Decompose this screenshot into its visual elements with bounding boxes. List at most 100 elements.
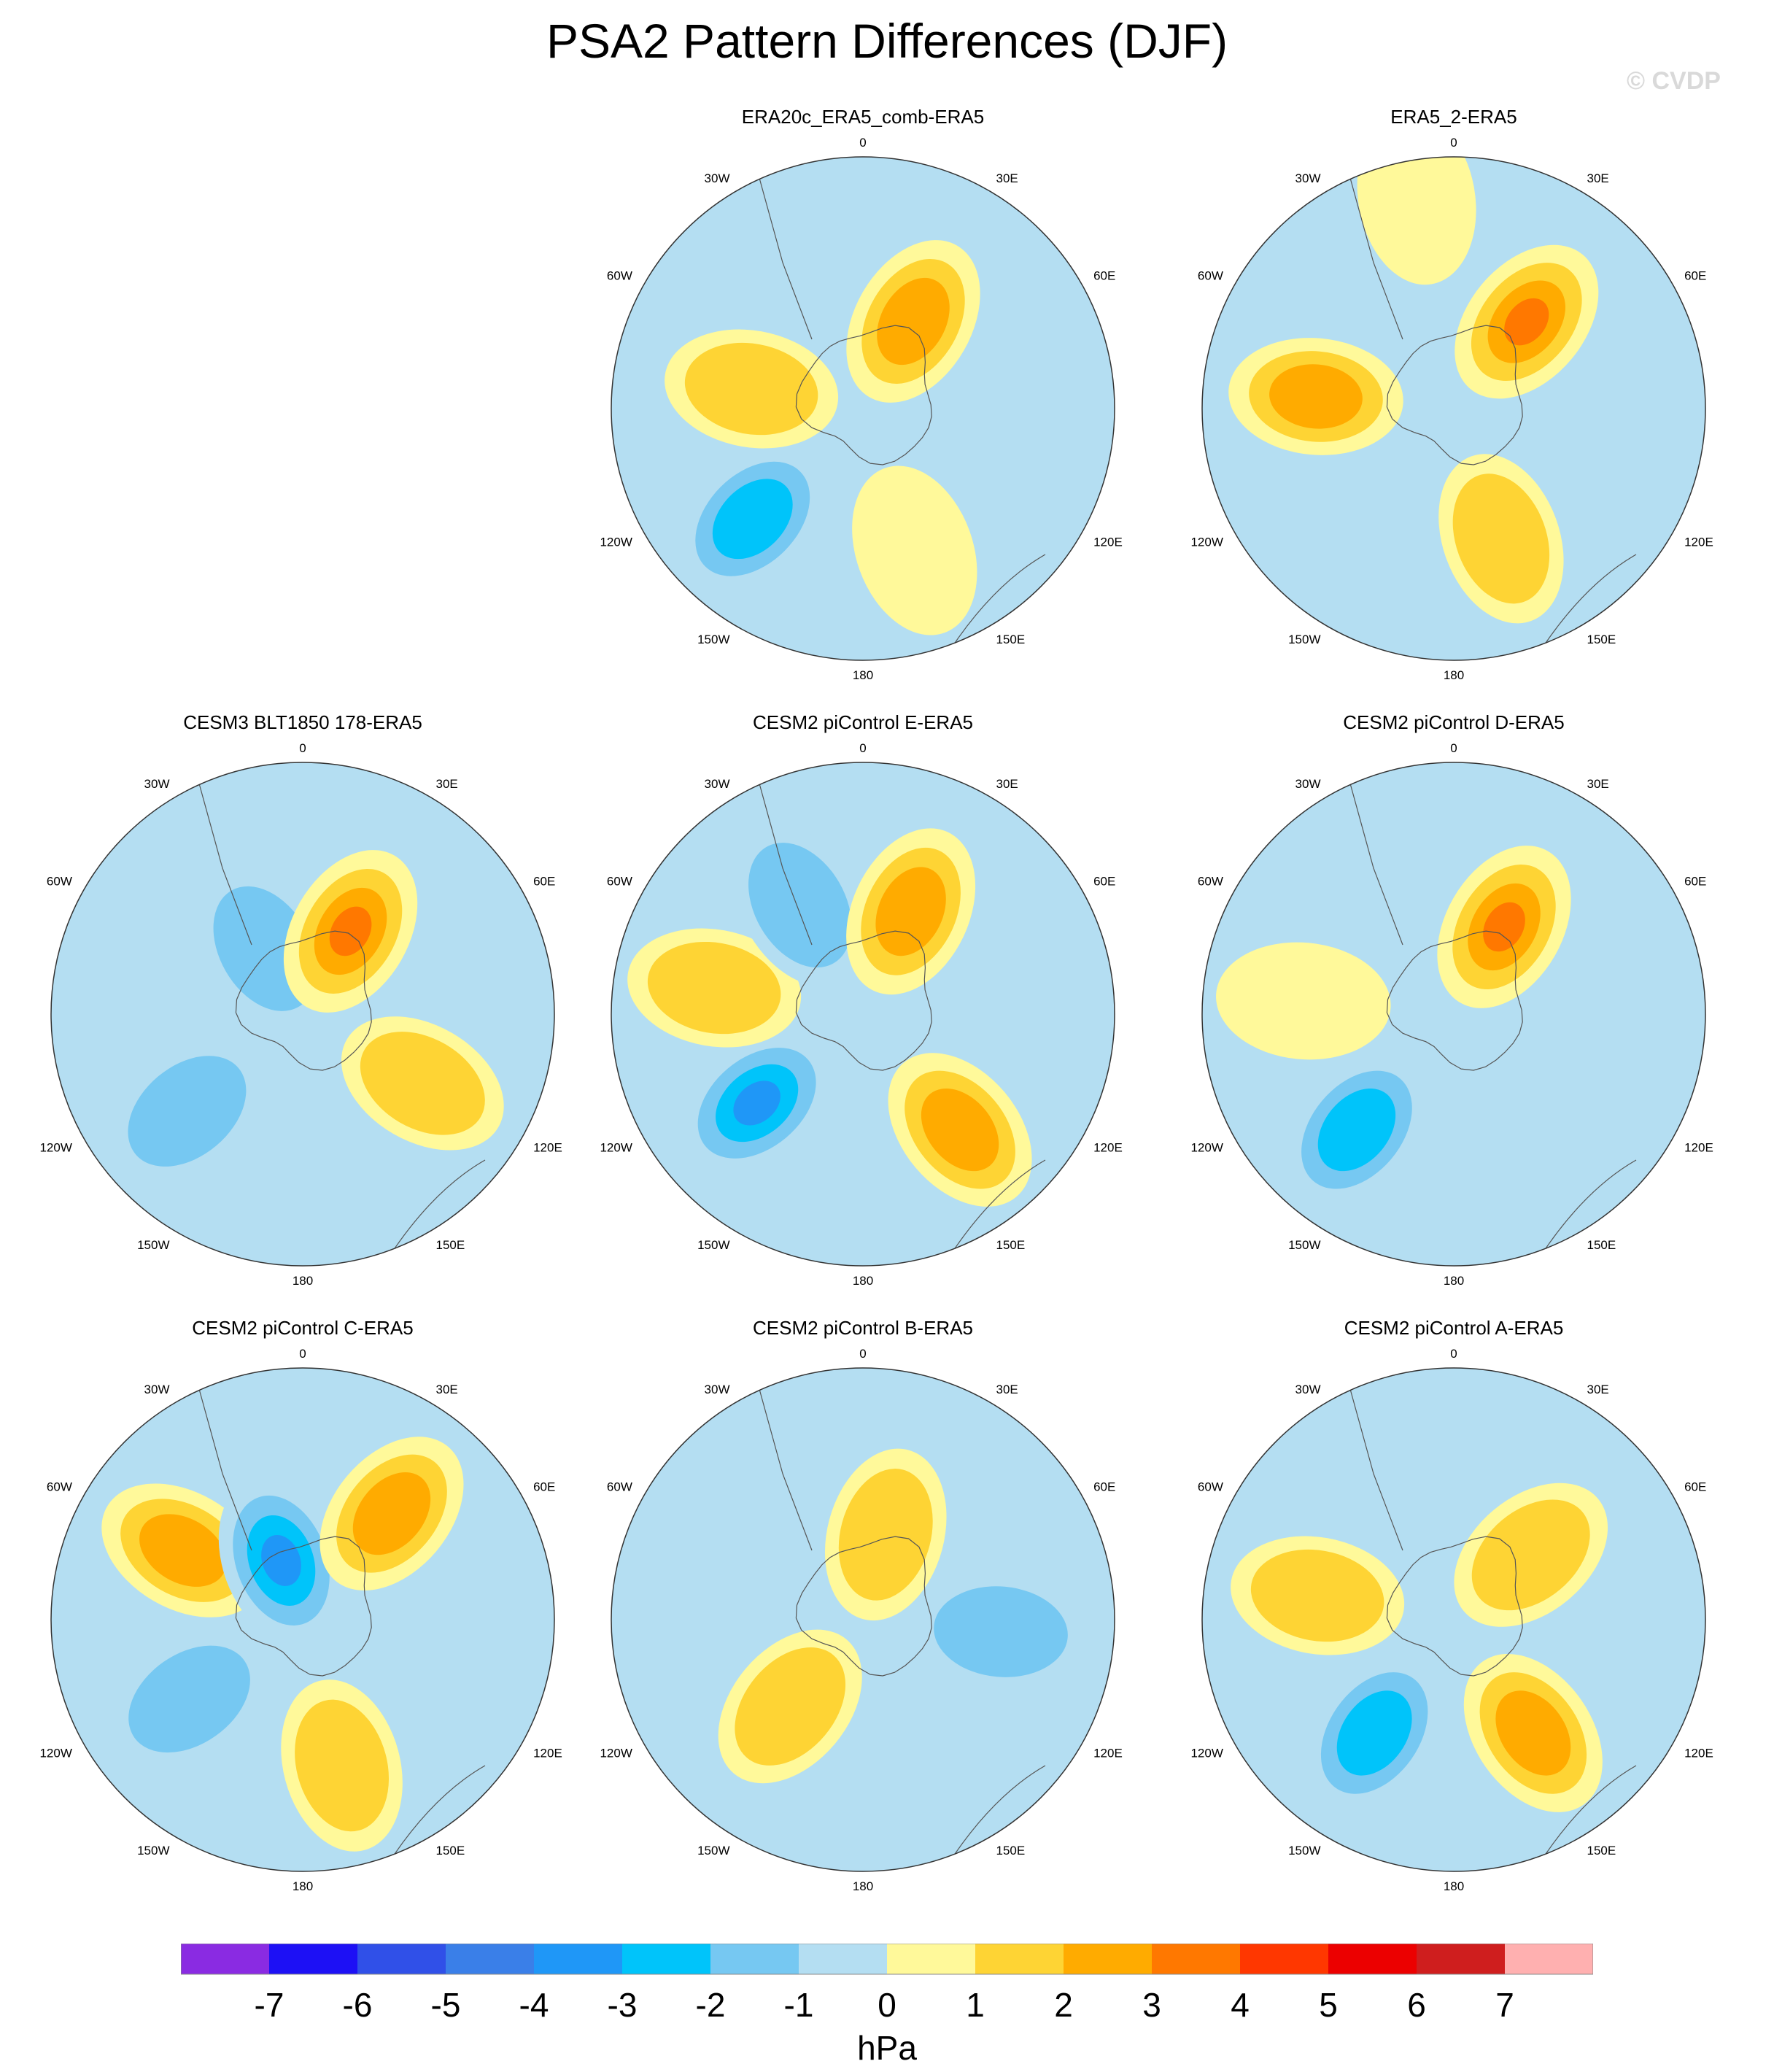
longitude-label: 30E [1587,1383,1609,1396]
longitude-label: 60W [1198,875,1223,889]
longitude-label: 180 [293,1274,313,1288]
map-panel: CESM3 BLT1850 178-ERA5030E60E90E120E150E… [36,711,569,1302]
longitude-label: 120W [600,1141,632,1155]
longitude-label: 60E [533,1480,555,1494]
contour-level [733,1081,781,1126]
colorbar-tick-label: -6 [343,1986,373,2024]
contour-level [1504,298,1549,346]
longitude-label: 120E [1684,1747,1713,1760]
colorbar-swatch [1505,1944,1593,1974]
map-border [611,1367,1115,1872]
contour-level [684,342,818,436]
australia-coastline [1541,1159,1637,1256]
longitude-label: 150W [1288,1238,1320,1252]
panel-title: CESM2 piControl B-ERA5 [753,1317,973,1339]
longitude-label: 0 [859,1347,866,1361]
colorbar-tick-label: 0 [878,1986,896,2024]
longitude-label: 120W [1190,1141,1223,1155]
south-america-coastline [753,157,813,340]
antarctica-coastline [1386,930,1523,1071]
contour-level [329,906,372,956]
longitude-label: 30E [996,171,1018,185]
map-panel: ERA5_2-ERA5030E60E90E120E150E180150W120W… [1188,106,1720,697]
polar-map: 030E60E90E120E150E180150W120W90W60W30W [600,1347,1123,1893]
south-america-coastline [1344,1368,1403,1551]
longitude-label: 120E [533,1141,562,1155]
longitude-label: 30W [1295,171,1321,185]
south-america-coastline [753,762,813,946]
south-america-coastline [193,762,252,946]
contour-level [712,479,793,560]
colorbar-tick-label: -1 [784,1986,814,2024]
contour-level [1471,1499,1590,1611]
australia-coastline [950,554,1046,650]
longitude-label: 30W [705,171,730,185]
longitude-label: 60E [1093,269,1115,283]
polar-map: 030E60E90E120E150E180150W120W90W60W30W [39,741,562,1288]
colorbar-swatch [446,1944,534,1974]
contour-level [647,941,781,1035]
colorbar-swatch [357,1944,446,1974]
contour-level [875,867,946,956]
longitude-label: 30E [436,1383,458,1396]
contour-level [1317,1088,1396,1172]
longitude-label: 150W [137,1238,169,1252]
longitude-label: 120E [1684,536,1713,549]
colorbar-tick-label: 3 [1142,1986,1161,2024]
colorbar-tick-label: 4 [1231,1986,1250,2024]
longitude-label: 30W [705,777,730,791]
map-border [611,762,1115,1267]
longitude-label: 60W [1198,1480,1223,1494]
contour-level [735,1647,846,1766]
colorbar-swatch [1152,1944,1240,1974]
longitude-label: 150W [697,1844,729,1858]
map-border [1201,1367,1706,1872]
map-border [50,1367,555,1872]
colorbar-tick-label: 2 [1054,1986,1073,2024]
contour-level [128,1056,247,1167]
contour-level [748,843,852,968]
longitude-label: 120E [533,1747,562,1760]
longitude-label: 30E [996,1383,1018,1396]
colorbar-tick-label: -5 [431,1986,461,2024]
longitude-label: 0 [299,741,306,755]
longitude-label: 0 [1450,1347,1457,1361]
map-panel: CESM2 piControl D-ERA5030E60E90E120E150E… [1188,711,1720,1302]
contour-level [921,1088,999,1172]
contour-level [352,1472,431,1555]
longitude-label: 60W [47,875,72,889]
polar-map: 030E60E90E120E150E180150W120W90W60W30W [1190,741,1713,1288]
antarctica-coastline [795,325,932,465]
longitude-label: 60E [1684,1480,1706,1494]
longitude-label: 0 [299,1347,306,1361]
longitude-label: 120E [1093,1141,1123,1155]
contour-level [261,1534,301,1586]
panel-title: CESM3 BLT1850 178-ERA5 [183,711,422,733]
antarctica-coastline [1386,325,1523,465]
map-border [611,156,1115,661]
colorbar: -7 -6 -5 -4 -3 -2 -1 0 1 2 3 4 5 6 7 [181,1944,1593,2024]
colorbar-tick-label: -2 [696,1986,726,2024]
panel-title: CESM2 piControl E-ERA5 [753,711,973,733]
longitude-label: 180 [853,1274,873,1288]
longitude-label: 180 [293,1879,313,1893]
contour-level [360,1032,485,1135]
colorbar-tick-label: 7 [1495,1986,1514,2024]
longitude-label: 0 [859,136,866,150]
south-america-coastline [1344,762,1403,946]
longitude-label: 120E [1093,1747,1123,1760]
longitude-label: 120W [39,1747,71,1760]
longitude-label: 120W [600,1747,632,1760]
map-panel: ERA20c_ERA5_comb-ERA5030E60E90E120E150E1… [597,106,1129,697]
colorbar-swatch [887,1944,975,1974]
colorbar-tick-label: -3 [608,1986,638,2024]
antarctica-coastline [235,1536,372,1677]
contour-level [1269,364,1363,429]
australia-coastline [390,1765,486,1861]
colorbar-tick-label: -7 [255,1986,284,2024]
contour-level [1483,902,1525,952]
page-title: PSA2 Pattern Differences (DJF) [546,14,1228,68]
longitude-label: 30W [1295,1383,1321,1396]
longitude-label: 150E [996,1844,1026,1858]
colorbar-swatch [1240,1944,1328,1974]
